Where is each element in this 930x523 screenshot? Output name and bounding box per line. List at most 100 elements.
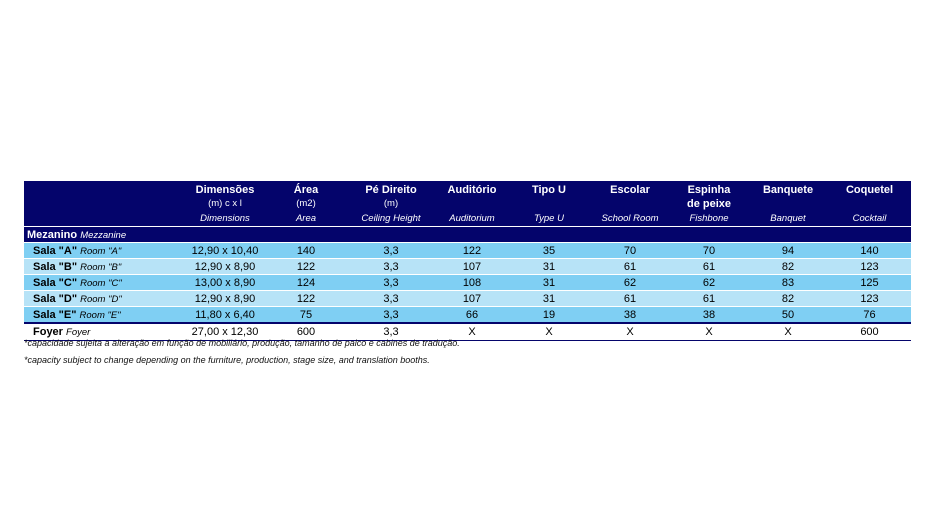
header-type-u-en: Type U: [508, 211, 590, 227]
row-name-en: Room "B": [80, 261, 122, 273]
header-dimensions: Dimensões: [184, 181, 266, 196]
row-name-pt: Foyer: [33, 326, 63, 338]
cell: 123: [828, 258, 911, 275]
header-area-unit: (m2): [266, 196, 346, 211]
cell: 62: [670, 274, 748, 291]
cell: 122: [266, 290, 346, 307]
cell: 12,90 x 8,90: [184, 258, 266, 275]
header-row-english: Dimensions Area Ceiling Height Auditoriu…: [24, 211, 911, 227]
row-name-en: Foyer: [66, 327, 91, 338]
row-name-pt: Sala "E": [33, 308, 77, 321]
row-name-en: Room "E": [79, 309, 121, 321]
cell: 38: [670, 306, 748, 323]
cell: 35: [508, 242, 590, 259]
header-ceiling-unit: (m): [346, 196, 436, 211]
row-name-pt: Sala "D": [33, 292, 78, 305]
row-name-en: Room "C": [80, 277, 122, 289]
cell: 70: [670, 242, 748, 259]
cell: X: [436, 322, 508, 341]
table-row: Sala "A" Room "A" 12,90 x 10,40 140 3,3 122 3…: [24, 242, 911, 259]
header-banquet-en: Banquet: [748, 211, 828, 227]
table-row: Sala "B" Room "B" 12,90 x 8,90 122 3,3 107 31…: [24, 258, 911, 275]
cell: 107: [436, 258, 508, 275]
cell: 61: [670, 290, 748, 307]
cell: 19: [508, 306, 590, 323]
section-row-mezzanine: Mezanino Mezzanine: [24, 226, 911, 243]
cell: 3,3: [346, 274, 436, 291]
header-dimensions-unit: (m) c x l: [184, 196, 266, 211]
header-auditorium: Auditório: [436, 181, 508, 196]
cell: 31: [508, 290, 590, 307]
row-name: Foyer Foyer: [24, 322, 184, 341]
header-school: Escolar: [590, 181, 670, 196]
row-name-en: Room "D": [80, 293, 122, 305]
header-banquet: Banquete: [748, 181, 828, 196]
cell: 3,3: [346, 322, 436, 341]
cell: 12,90 x 8,90: [184, 290, 266, 307]
header-row-main: Dimensões Área Pé Direito Auditório Tipo…: [24, 181, 911, 196]
cell: 3,3: [346, 306, 436, 323]
header-ceiling-en: Ceiling Height: [346, 211, 436, 227]
section-label: Mezanino Mezzanine: [24, 226, 911, 243]
row-name: Sala "E" Room "E": [24, 306, 184, 323]
cell: X: [590, 322, 670, 341]
header-cell: [24, 181, 184, 196]
cell: 122: [436, 242, 508, 259]
cell: 107: [436, 290, 508, 307]
cell: 3,3: [346, 242, 436, 259]
table-row: Sala "C" Room "C" 13,00 x 8,90 124 3,3 108 31…: [24, 274, 911, 291]
section-label-pt: Mezanino: [27, 228, 78, 241]
header-type-u: Tipo U: [508, 181, 590, 196]
cell: 140: [828, 242, 911, 259]
row-name: Sala "C" Room "C": [24, 274, 184, 291]
row-name-pt: Sala "C": [33, 276, 78, 289]
cell: X: [748, 322, 828, 341]
header-school-en: School Room: [590, 211, 670, 227]
header-fishbone-en: Fishbone: [670, 211, 748, 227]
cell: 122: [266, 258, 346, 275]
header-cell: [590, 196, 670, 211]
cell: X: [670, 322, 748, 341]
header-auditorium-en: Auditorium: [436, 211, 508, 227]
cell: 83: [748, 274, 828, 291]
header-cell: [24, 211, 184, 227]
cell: 31: [508, 274, 590, 291]
cell: 94: [748, 242, 828, 259]
cell: 11,80 x 6,40: [184, 306, 266, 323]
capacity-table: Dimensões Área Pé Direito Auditório Tipo…: [24, 181, 911, 341]
table-row: Sala "D" Room "D" 12,90 x 8,90 122 3,3 107 31…: [24, 290, 911, 307]
table-row: Sala "E" Room "E" 11,80 x 6,40 75 3,3 66 19 38…: [24, 306, 911, 323]
header-cell: [508, 196, 590, 211]
cell: 61: [670, 258, 748, 275]
header-area-en: Area: [266, 211, 346, 227]
cell: 3,3: [346, 258, 436, 275]
cell: 82: [748, 258, 828, 275]
cell: 600: [266, 322, 346, 341]
header-cocktail-en: Cocktail: [828, 211, 911, 227]
header-dimensions-en: Dimensions: [184, 211, 266, 227]
cell: 124: [266, 274, 346, 291]
cell: 108: [436, 274, 508, 291]
header-ceiling: Pé Direito: [346, 181, 436, 196]
header-cell: [436, 196, 508, 211]
cell: 125: [828, 274, 911, 291]
cell: 82: [748, 290, 828, 307]
row-name-pt: Sala "B": [33, 260, 78, 273]
cell: 600: [828, 322, 911, 341]
header-row-units: (m) c x l (m2) (m) de peixe: [24, 196, 911, 211]
footnote-pt: *capacidade sujeita a alteração em funçã…: [24, 338, 460, 348]
cell: 62: [590, 274, 670, 291]
footnote-en: *capacity subject to change depending on…: [24, 355, 430, 365]
cell: 13,00 x 8,90: [184, 274, 266, 291]
cell: 27,00 x 12,30: [184, 322, 266, 341]
row-name: Sala "B" Room "B": [24, 258, 184, 275]
cell: 140: [266, 242, 346, 259]
cell: 12,90 x 10,40: [184, 242, 266, 259]
header-cell: [748, 196, 828, 211]
header-cell: [24, 196, 184, 211]
cell: 66: [436, 306, 508, 323]
cell: 38: [590, 306, 670, 323]
section-label-en: Mezzanine: [80, 229, 127, 241]
room-rows: Sala "A" Room "A" 12,90 x 10,40 140 3,3 122 3…: [24, 242, 911, 323]
header-fishbone-line2: de peixe: [670, 196, 748, 211]
